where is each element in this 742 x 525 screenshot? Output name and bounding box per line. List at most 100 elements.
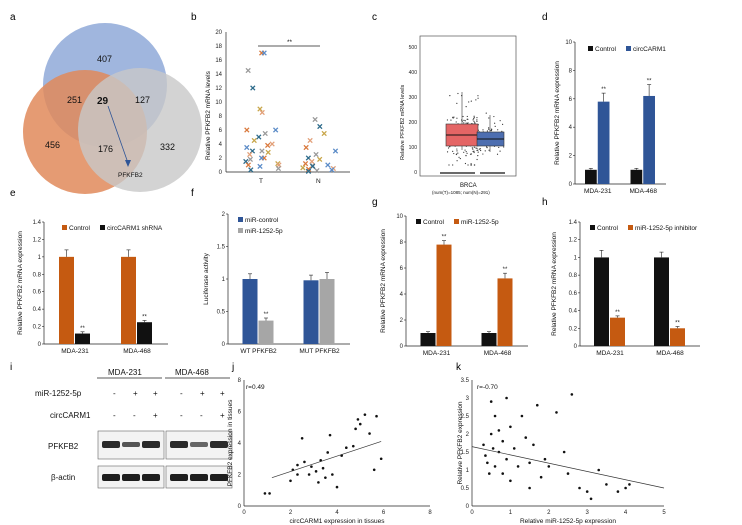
e-ytick-label: 0.2 [33,325,42,331]
k-point [624,486,627,490]
k-point [497,429,501,432]
h-ytick-label: 0 [574,344,578,350]
i-band [102,474,120,481]
c-sample-dot [470,153,472,155]
panel-letter-a: a [10,12,16,23]
c-sample-dot [482,153,484,155]
g-bar [481,333,497,346]
h-bar [654,257,669,346]
c-sample-dot [473,151,475,154]
c-sample-dot [494,125,496,128]
c-sample-dot [488,128,490,130]
venn-region-gray: 332 [160,142,175,152]
c-sample-dot [473,120,475,122]
d-significance: ** [647,79,652,85]
j-point [368,432,371,435]
b-point [248,167,254,173]
panel-f: f 0 0.5 1 1.5 2 Luciferase activity ** WT PFKFB… [191,188,350,355]
k-point [566,472,570,475]
panel-letter-g: g [372,197,378,208]
i-sign: - [200,411,203,420]
b-ytick: 16 [215,58,222,64]
venn-region-blue-gray: 127 [135,95,150,105]
b-point [265,149,271,156]
g-significance: ** [442,235,447,241]
k-point [543,457,547,461]
j-correlation-label: r=0.49 [246,384,265,391]
venn-region-center: 29 [97,96,109,107]
c-sample-dot [474,164,476,166]
venn-region-blue-orange: 251 [67,95,82,105]
b-point [332,148,339,154]
c-sample-dot [471,147,473,149]
b-point [309,158,315,165]
c-sample-dot [477,95,479,97]
panel-letter-b: b [191,12,197,23]
b-point [243,158,249,165]
i-circ-signs: - - + - - + [113,411,225,420]
panel-letter-d: d [542,12,548,23]
b-point [257,106,263,112]
k-point [535,403,539,407]
c-sample-dot [457,92,459,95]
b-point [325,162,331,168]
c-sample-dot [466,152,468,154]
c-ytick: 500 [409,45,418,51]
j-point [372,468,376,472]
e-y-axis-label: Relative PFKFB2 mRNA expression [17,231,24,335]
j-ytick-label: 6 [238,410,242,416]
panel-a: a 407 251 29 127 456 176 332 PFKFB2 [10,12,202,194]
d-legend-swatch [588,46,593,51]
b-point [261,50,267,56]
c-sample-dot [453,116,455,118]
c-sample-dot [476,149,478,151]
k-xtick-label: 1 [509,510,513,516]
k-point [509,479,512,483]
c-sample-dot [456,150,458,152]
c-sample-dot [477,155,479,157]
e-bar [75,333,90,344]
c-sample-dot [494,122,496,124]
venn-region-blue: 407 [97,54,112,64]
e-significance: ** [80,326,85,332]
f-ytick-label: 1 [222,277,226,283]
c-sample-dot [465,151,467,153]
j-point [310,465,313,468]
h-significance: ** [675,321,680,327]
h-legend-swatch [590,225,595,230]
k-point [528,461,531,465]
j-y-axis-label: PFKFB2 expression in tissues [227,399,234,486]
f-legend-label: miR-control [245,217,279,224]
e-legend-swatch [100,225,105,230]
c-sample-dot [476,120,478,122]
k-fit-line [471,446,665,489]
e-x-tick-label: MDA-231 [61,348,89,355]
k-y-axis-label: Relative PFKFB2 expression [457,401,464,484]
h-ytick-label: 0.4 [569,309,578,315]
h-bar [670,328,685,346]
c-sample-dot [456,117,458,119]
b-ytick: 2 [219,156,223,162]
i-band [122,474,140,481]
b-y-axis-label: Relative PFKFB2 mRNA levels [205,70,212,160]
d-x-tick-label: MDA-231 [584,188,612,195]
b-point [302,160,309,167]
e-significance: ** [142,314,147,320]
i-sign: - [113,389,116,398]
k-ytick-label: 0.5 [461,486,470,492]
i-sign: + [220,389,225,398]
f-ytick-label: 0 [222,342,226,348]
j-point [289,479,292,483]
c-sample-dot [485,112,487,114]
c-sample-dot [476,117,478,119]
c-sample-dot [453,152,455,155]
b-ytick: 10 [215,100,222,106]
h-legend-label: miR-1252-5p inhibitor [635,225,698,232]
k-point [505,457,508,461]
k-point [486,461,489,465]
i-sign: + [220,411,225,420]
k-point [493,465,497,468]
f-ytick-label: 2 [222,212,226,218]
c-sample-dot [456,102,458,104]
